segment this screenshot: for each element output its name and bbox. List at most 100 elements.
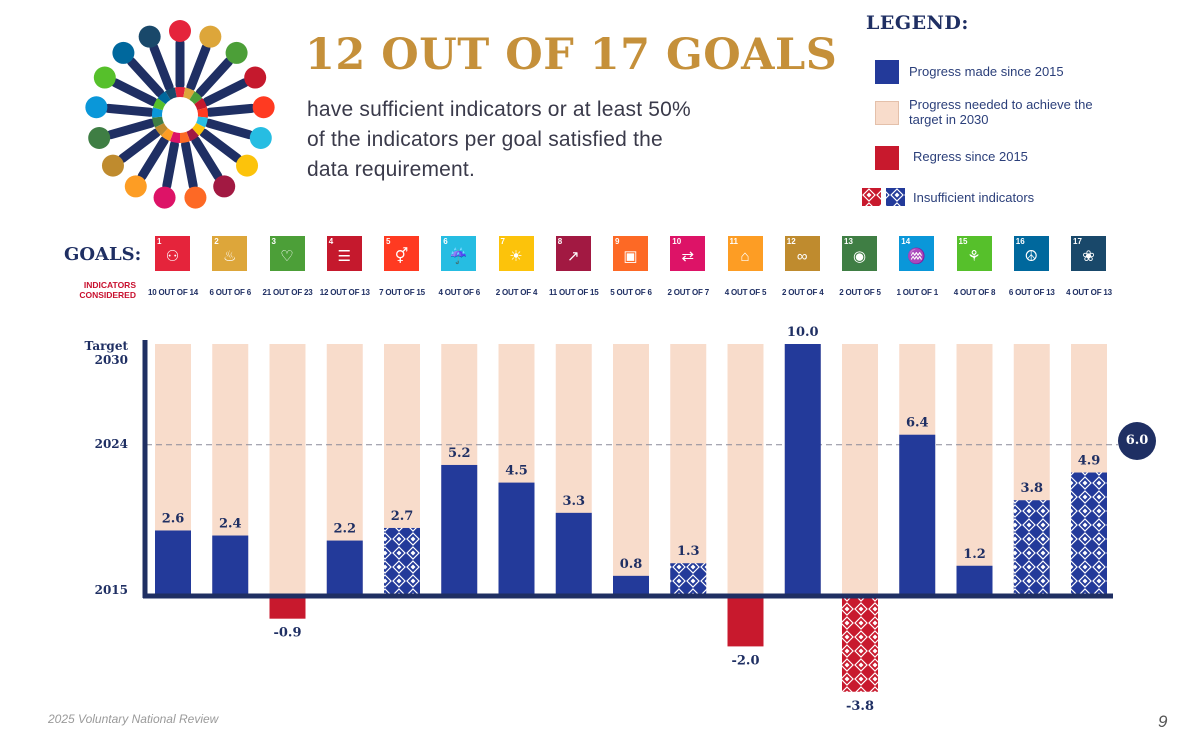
value-label-goal-3: -0.9 bbox=[273, 626, 301, 641]
sdg-goal-number: 17 bbox=[1073, 237, 1082, 246]
indicators-considered-goal-9: 5 OUT OF 6 bbox=[610, 288, 652, 297]
wheel-goal-dot bbox=[138, 25, 161, 48]
value-label-goal-13: -3.8 bbox=[846, 699, 874, 714]
gender-icon: ⚥ bbox=[394, 248, 409, 265]
sdg-goal-tile-10: 10 ⇄ bbox=[670, 236, 706, 271]
wheel-spoke bbox=[106, 118, 156, 140]
value-label-goal-6: 5.2 bbox=[448, 446, 471, 461]
sun-icon: ☀ bbox=[509, 248, 523, 265]
sdg-goal-number: 7 bbox=[500, 237, 505, 246]
equal-arrows-icon: ⇄ bbox=[681, 248, 695, 265]
wheel-goal-dot bbox=[153, 186, 176, 209]
wheel-ring-segment bbox=[152, 107, 163, 118]
indicators-considered-label: INDICATORS CONSIDERED bbox=[79, 280, 136, 300]
value-bar-goal-14 bbox=[899, 434, 936, 596]
value-label-goal-4: 2.2 bbox=[333, 522, 356, 537]
subtext-line-2: of the indicators per goal satisfied the bbox=[307, 128, 663, 151]
wheel-ring-segment bbox=[183, 87, 195, 100]
wheel-spoke bbox=[181, 139, 198, 191]
fish-icon: ♒ bbox=[907, 248, 927, 265]
wheel-spoke bbox=[199, 128, 242, 163]
value-bar-goal-6 bbox=[441, 464, 478, 596]
city-icon: ⌂ bbox=[740, 248, 750, 265]
wheel-goal-dot bbox=[93, 66, 116, 89]
sdg-goal-number: 5 bbox=[386, 237, 391, 246]
needed-bar-goal-15 bbox=[956, 344, 993, 596]
sdg-goal-tile-2: 2 ♨ bbox=[212, 236, 248, 271]
legend-swatch-insufficient bbox=[862, 188, 906, 206]
wheel-ring-segment bbox=[154, 123, 168, 136]
wheel-goal-dot bbox=[249, 126, 272, 149]
wheel-goal-dot bbox=[225, 41, 248, 64]
heartbeat-icon: ♡ bbox=[280, 248, 294, 265]
legend-swatch-needed bbox=[875, 101, 899, 125]
sdg-goal-tile-4: 4 ☰ bbox=[326, 236, 362, 271]
sdg-goal-number: 13 bbox=[844, 237, 853, 246]
value-bar-goal-16 bbox=[1013, 500, 1050, 596]
value-bar-goal-10 bbox=[670, 563, 707, 596]
sdg-goal-tile-7: 7 ☀ bbox=[498, 236, 534, 271]
wheel-ring-segment bbox=[169, 131, 180, 143]
indicators-considered-goal-6: 4 OUT OF 6 bbox=[438, 288, 481, 297]
dove-icon: ☮ bbox=[1024, 248, 1038, 265]
value-label-goal-2: 2.4 bbox=[219, 517, 242, 532]
value-bar-goal-17 bbox=[1071, 472, 1107, 596]
wheel-ring-segment bbox=[192, 123, 206, 136]
indicators-considered-goal-15: 4 OUT OF 8 bbox=[953, 288, 996, 297]
sdg-goal-number: 3 bbox=[271, 237, 276, 246]
page-number: 9 bbox=[1158, 712, 1168, 731]
needed-bar-goal-11 bbox=[727, 344, 764, 596]
wheel-center bbox=[164, 99, 196, 131]
value-label-goal-12: 10.0 bbox=[787, 325, 819, 340]
wheel-spoke bbox=[118, 128, 161, 163]
wheel-spoke bbox=[149, 43, 174, 92]
wheel-ring-segment bbox=[153, 98, 166, 111]
legend-title: LEGEND: bbox=[866, 12, 969, 34]
wheel-spoke bbox=[202, 78, 249, 107]
people-icon: ⚇ bbox=[165, 248, 180, 265]
wheel-spoke bbox=[111, 78, 158, 107]
indicators-considered-goal-5: 7 OUT OF 15 bbox=[379, 288, 425, 297]
wheel-spoke bbox=[205, 103, 257, 117]
wheel-spoke bbox=[191, 136, 223, 181]
wheel-goal-dot bbox=[112, 41, 135, 64]
indicators-considered-goal-3: 21 OUT OF 23 bbox=[262, 288, 313, 297]
indicators-considered-goal-1: 10 OUT OF 14 bbox=[147, 288, 199, 297]
sdg-goal-tile-6: 6 ☔ bbox=[441, 236, 477, 271]
sdg-goal-tile-9: 9 ▣ bbox=[613, 236, 648, 271]
bowl-icon: ♨ bbox=[223, 248, 237, 265]
value-bar-goal-1 bbox=[155, 530, 191, 596]
needed-bar-goal-3 bbox=[269, 344, 306, 596]
wheel-goal-dot bbox=[169, 20, 191, 42]
wheel-ring-segment bbox=[161, 128, 174, 142]
sdg-goal-tile-15: 15 ⚘ bbox=[956, 236, 992, 271]
infinity-icon: ∞ bbox=[796, 248, 808, 265]
value-bar-goal-12 bbox=[784, 344, 821, 596]
sdg-goal-tile-3: 3 ♡ bbox=[269, 236, 305, 271]
indicators-considered-goal-2: 6 OUT OF 6 bbox=[209, 288, 252, 297]
wheel-goal-dot bbox=[88, 126, 111, 149]
wheel-ring-segment bbox=[197, 107, 209, 118]
value-bar-goal-9 bbox=[613, 575, 649, 596]
value-bar-goal-8 bbox=[555, 512, 592, 596]
indicators-considered-goal-4: 12 OUT OF 13 bbox=[319, 288, 370, 297]
sdg-goal-tile-5: 5 ⚥ bbox=[384, 236, 419, 271]
tree-icon: ⚘ bbox=[967, 248, 981, 265]
wheel-spoke bbox=[162, 139, 179, 191]
sdg-goal-tile-8: 8 ↗ bbox=[555, 236, 591, 271]
wheel-ring-segment bbox=[196, 116, 208, 128]
value-label-goal-8: 3.3 bbox=[562, 494, 585, 509]
wheel-ring-segment bbox=[152, 116, 164, 128]
indicators-considered-goal-12: 2 OUT OF 4 bbox=[781, 288, 824, 297]
value-label-goal-10: 1.3 bbox=[677, 544, 700, 559]
wheel-spoke bbox=[186, 43, 211, 92]
sdg-goal-number: 4 bbox=[328, 237, 334, 246]
legend-label-needed: Progress needed to achieve the target in… bbox=[909, 97, 1093, 127]
cubes-icon: ▣ bbox=[623, 248, 638, 265]
value-bar-goal-5 bbox=[384, 527, 420, 596]
reference-2024-badge: 6.0 bbox=[1118, 422, 1156, 460]
wheel-ring-segment bbox=[194, 98, 207, 111]
goals-label: GOALS: bbox=[64, 244, 142, 265]
value-label-goal-7: 4.5 bbox=[505, 464, 528, 479]
